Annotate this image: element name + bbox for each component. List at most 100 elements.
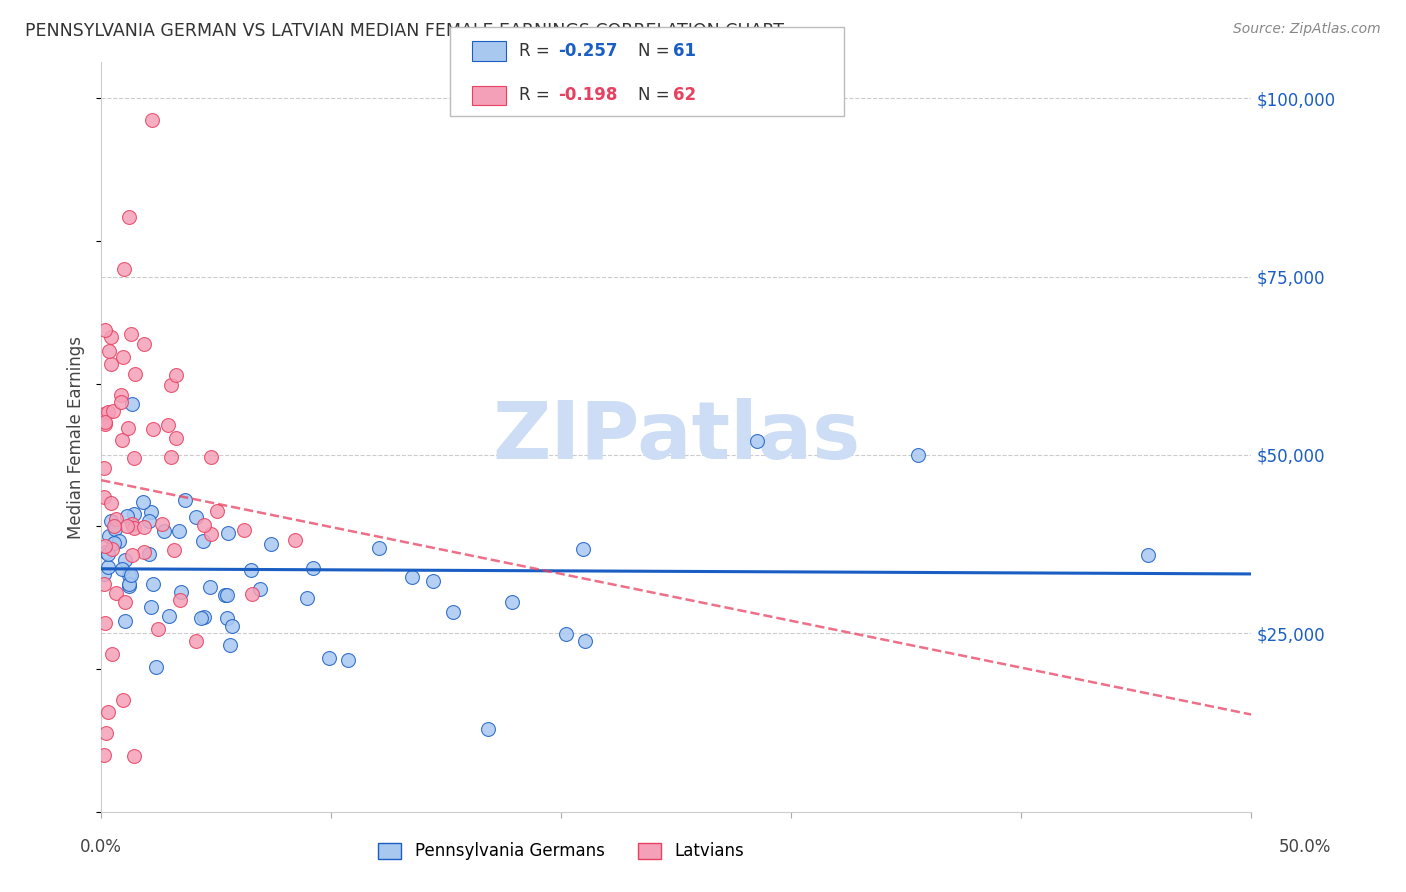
Point xyxy=(142,422,165,436)
Point xyxy=(93,576,115,591)
Point xyxy=(111,433,134,447)
Point xyxy=(104,522,127,536)
Point xyxy=(169,524,191,538)
Point xyxy=(215,588,238,602)
Point xyxy=(120,567,142,582)
Point xyxy=(110,395,132,409)
Point xyxy=(477,723,499,737)
Point xyxy=(233,524,256,538)
Point xyxy=(117,421,139,435)
Point xyxy=(132,545,155,559)
Point xyxy=(141,112,163,127)
Point xyxy=(124,521,146,535)
Point xyxy=(217,611,239,625)
Point xyxy=(422,574,444,588)
Point xyxy=(93,323,115,337)
Point xyxy=(121,548,143,562)
Point xyxy=(160,377,183,392)
Point xyxy=(103,404,125,418)
Point xyxy=(103,519,125,533)
Point xyxy=(100,357,122,371)
Point xyxy=(295,591,318,605)
Point xyxy=(112,692,135,706)
Point xyxy=(441,605,464,619)
Point xyxy=(94,539,117,553)
Point xyxy=(200,450,222,464)
Point xyxy=(112,351,135,365)
Point xyxy=(318,651,340,665)
Point xyxy=(97,405,120,419)
Point xyxy=(97,705,120,719)
Point xyxy=(205,504,228,518)
Point xyxy=(572,541,595,556)
Text: 61: 61 xyxy=(673,42,696,60)
Point xyxy=(184,510,207,524)
Point xyxy=(118,210,141,224)
Point xyxy=(146,622,169,636)
Point xyxy=(214,588,236,602)
Point xyxy=(159,450,181,465)
Point xyxy=(124,368,146,382)
Point xyxy=(121,516,143,531)
Point xyxy=(200,527,222,541)
Point xyxy=(118,579,141,593)
Point xyxy=(122,749,145,764)
Point xyxy=(200,580,222,594)
Point xyxy=(115,508,138,523)
Text: -0.257: -0.257 xyxy=(558,42,617,60)
Point xyxy=(184,634,207,648)
Point xyxy=(114,552,136,566)
Point xyxy=(745,434,768,448)
Point xyxy=(110,388,132,402)
Point xyxy=(97,344,120,359)
Point xyxy=(221,619,243,633)
Text: N =: N = xyxy=(638,87,675,104)
Point xyxy=(284,533,307,548)
Y-axis label: Median Female Earnings: Median Female Earnings xyxy=(67,335,86,539)
Point xyxy=(501,595,523,609)
Point xyxy=(122,451,145,466)
Point xyxy=(145,659,167,673)
Point xyxy=(100,542,122,557)
Point xyxy=(240,563,263,577)
Point xyxy=(100,495,122,509)
Point xyxy=(174,492,197,507)
Point xyxy=(132,337,155,351)
Point xyxy=(260,537,283,551)
Point xyxy=(156,417,179,432)
Point xyxy=(94,417,117,431)
Point xyxy=(94,615,117,630)
Point xyxy=(97,560,120,574)
Point xyxy=(907,448,929,462)
Point xyxy=(115,519,138,533)
Point xyxy=(555,627,578,641)
Point xyxy=(131,494,153,508)
Point xyxy=(94,726,117,740)
Point xyxy=(141,505,163,519)
Point xyxy=(170,585,193,599)
Point xyxy=(190,611,212,625)
Point xyxy=(104,586,127,600)
Point xyxy=(138,547,160,561)
Text: R =: R = xyxy=(519,42,555,60)
Point xyxy=(100,330,122,344)
Point xyxy=(193,517,215,532)
Point xyxy=(367,541,389,555)
Point xyxy=(114,595,136,609)
Point xyxy=(169,592,191,607)
Point xyxy=(121,397,143,411)
Point xyxy=(163,542,186,557)
Point xyxy=(249,582,271,597)
Point xyxy=(104,512,127,526)
Point xyxy=(93,567,115,582)
Text: PENNSYLVANIA GERMAN VS LATVIAN MEDIAN FEMALE EARNINGS CORRELATION CHART: PENNSYLVANIA GERMAN VS LATVIAN MEDIAN FE… xyxy=(25,22,785,40)
Point xyxy=(94,545,117,559)
Text: N =: N = xyxy=(638,42,675,60)
Point xyxy=(122,507,145,521)
Point xyxy=(193,610,215,624)
Point xyxy=(93,460,115,475)
Text: 62: 62 xyxy=(673,87,696,104)
Text: R =: R = xyxy=(519,87,555,104)
Point xyxy=(108,534,131,549)
Text: ZIPatlas: ZIPatlas xyxy=(492,398,860,476)
